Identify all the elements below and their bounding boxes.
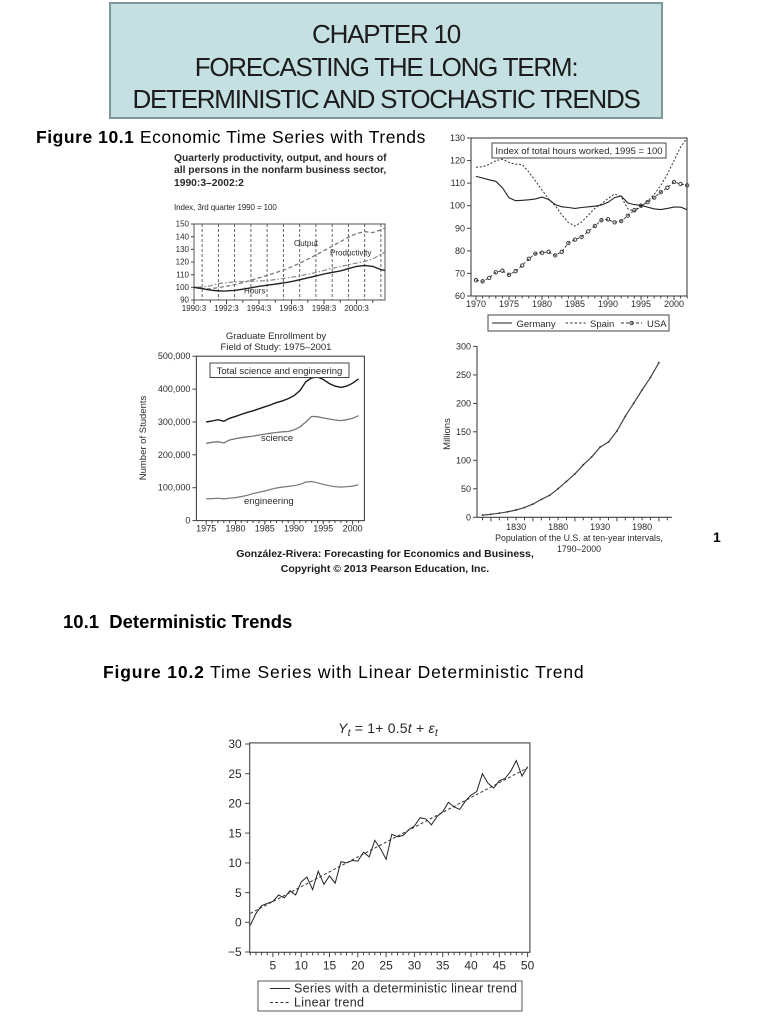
svg-text:250: 250 xyxy=(456,370,471,380)
svg-text:150: 150 xyxy=(176,220,190,229)
svg-text:Number of Students: Number of Students xyxy=(138,396,149,481)
svg-text:2000: 2000 xyxy=(664,299,684,309)
svg-text:130: 130 xyxy=(450,133,465,143)
svg-text:Output: Output xyxy=(294,239,319,248)
svg-text:35: 35 xyxy=(436,959,450,973)
svg-text:1970: 1970 xyxy=(466,299,486,309)
svg-text:25: 25 xyxy=(228,767,242,781)
svg-text:1992:3: 1992:3 xyxy=(214,304,239,313)
svg-text:45: 45 xyxy=(493,959,507,973)
svg-text:60: 60 xyxy=(455,291,465,301)
svg-text:120: 120 xyxy=(176,258,190,267)
svg-text:100: 100 xyxy=(176,283,190,292)
svg-text:10: 10 xyxy=(228,856,242,870)
svg-text:15: 15 xyxy=(323,959,337,973)
svg-text:30: 30 xyxy=(408,959,422,973)
svg-text:Series with a deterministic li: Series with a deterministic linear trend xyxy=(294,982,517,996)
svg-text:1995: 1995 xyxy=(313,524,333,534)
svg-text:1996:3: 1996:3 xyxy=(279,304,304,313)
svg-text:0: 0 xyxy=(185,516,190,526)
svg-text:1990: 1990 xyxy=(598,299,618,309)
svg-text:1930: 1930 xyxy=(590,522,610,532)
svg-text:200: 200 xyxy=(456,398,471,408)
svg-text:30: 30 xyxy=(228,737,242,751)
svg-text:0: 0 xyxy=(235,916,242,930)
svg-text:1980: 1980 xyxy=(225,524,245,534)
svg-text:90: 90 xyxy=(455,223,465,233)
svg-text:Linear trend: Linear trend xyxy=(294,996,364,1010)
svg-text:engineering: engineering xyxy=(244,496,294,507)
svg-text:140: 140 xyxy=(176,232,190,241)
svg-text:Field of Study: 1975–2001: Field of Study: 1975–2001 xyxy=(221,342,332,353)
svg-text:Yt = 1+ 0.5t + εt: Yt = 1+ 0.5t + εt xyxy=(338,720,439,739)
svg-text:Index of total hours worked, 1: Index of total hours worked, 1995 = 100 xyxy=(495,146,662,157)
svg-text:5: 5 xyxy=(235,886,242,900)
svg-text:1880: 1880 xyxy=(548,522,568,532)
svg-text:50: 50 xyxy=(521,959,535,973)
svg-text:500,000: 500,000 xyxy=(158,351,191,361)
svg-text:1980: 1980 xyxy=(632,522,652,532)
svg-text:300: 300 xyxy=(456,341,471,351)
svg-text:USA: USA xyxy=(647,319,667,330)
svg-text:−5: −5 xyxy=(228,945,242,959)
svg-text:1980: 1980 xyxy=(532,299,552,309)
svg-text:1790–2000: 1790–2000 xyxy=(557,544,601,554)
svg-text:400,000: 400,000 xyxy=(158,384,191,394)
svg-text:150: 150 xyxy=(456,427,471,437)
svg-text:300,000: 300,000 xyxy=(158,417,191,427)
svg-text:0: 0 xyxy=(466,512,471,522)
svg-text:80: 80 xyxy=(455,246,465,256)
svg-text:130: 130 xyxy=(176,245,190,254)
svg-text:1975: 1975 xyxy=(196,524,216,534)
svg-text:1994:3: 1994:3 xyxy=(247,304,272,313)
svg-text:Hours: Hours xyxy=(244,287,265,296)
svg-text:20: 20 xyxy=(228,797,242,811)
svg-text:Population of the U.S. at ten-: Population of the U.S. at ten-year inter… xyxy=(495,533,663,543)
svg-text:100: 100 xyxy=(450,201,465,211)
svg-text:15: 15 xyxy=(228,826,242,840)
svg-text:1990: 1990 xyxy=(284,524,304,534)
svg-text:2000:3: 2000:3 xyxy=(344,304,369,313)
svg-text:Germany: Germany xyxy=(517,319,556,330)
svg-text:2000: 2000 xyxy=(343,524,363,534)
svg-text:10: 10 xyxy=(295,959,309,973)
svg-text:100: 100 xyxy=(456,455,471,465)
svg-text:Millions: Millions xyxy=(442,418,453,450)
svg-text:40: 40 xyxy=(464,959,478,973)
svg-text:110: 110 xyxy=(451,178,465,188)
svg-text:1990:3: 1990:3 xyxy=(182,304,207,313)
svg-text:70: 70 xyxy=(455,268,465,278)
svg-text:100,000: 100,000 xyxy=(158,483,191,493)
svg-text:50: 50 xyxy=(461,484,471,494)
svg-text:5: 5 xyxy=(270,959,277,973)
svg-text:1975: 1975 xyxy=(499,299,519,309)
svg-text:1830: 1830 xyxy=(506,522,526,532)
svg-text:20: 20 xyxy=(351,959,365,973)
svg-text:1998:3: 1998:3 xyxy=(312,304,337,313)
svg-text:110: 110 xyxy=(176,270,189,279)
svg-text:1985: 1985 xyxy=(565,299,585,309)
svg-text:200,000: 200,000 xyxy=(158,450,191,460)
svg-text:1995: 1995 xyxy=(631,299,651,309)
svg-text:Spain: Spain xyxy=(590,319,614,330)
svg-text:90: 90 xyxy=(180,296,189,305)
svg-text:Productivity: Productivity xyxy=(330,249,371,258)
svg-text:science: science xyxy=(261,433,293,444)
svg-text:Graduate Enrollment by: Graduate Enrollment by xyxy=(226,331,327,342)
svg-text:Total science and engineering: Total science and engineering xyxy=(217,366,343,377)
svg-text:120: 120 xyxy=(450,156,465,166)
svg-text:25: 25 xyxy=(379,959,393,973)
svg-text:1985: 1985 xyxy=(255,524,275,534)
